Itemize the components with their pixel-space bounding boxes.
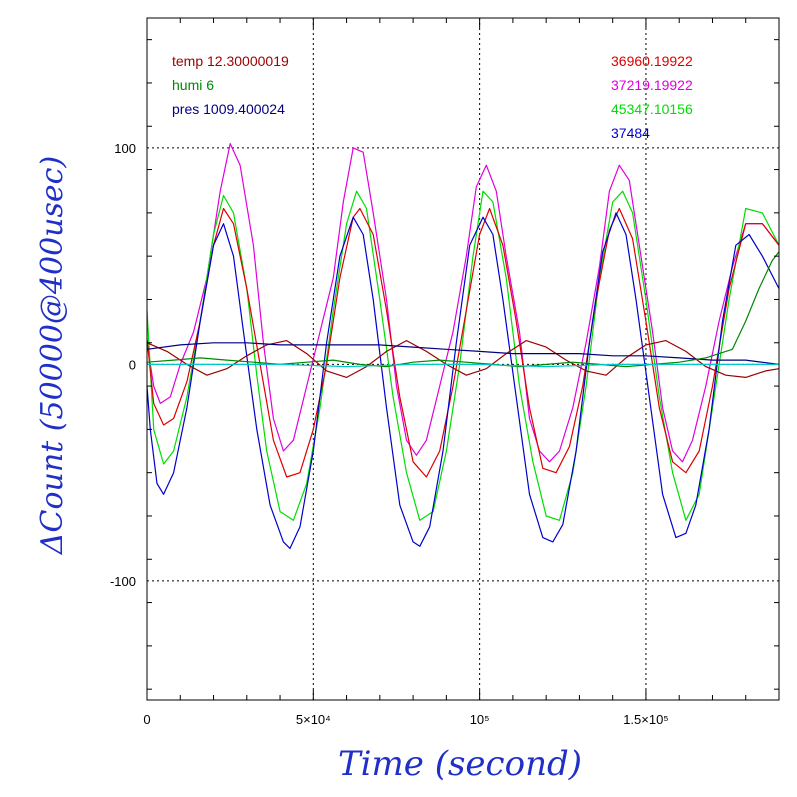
legend-item: 36960.19922 [611, 53, 693, 69]
legend-right: 36960.19922 37219.19922 45347.10156 37484 [611, 53, 693, 141]
legend-item: humi 6 [172, 77, 214, 93]
series-line-4 [146, 212, 780, 550]
y-tick-label: -100 [110, 574, 136, 589]
y-axis-title: ΔCount (50000@400usec) [35, 156, 70, 555]
y-tick-label: 0 [129, 357, 136, 372]
series-line-8 [147, 363, 779, 368]
series-line-5 [146, 340, 780, 378]
series-layer [146, 143, 780, 550]
legend-left: temp 12.30000019 humi 6 pres 1009.400024 [172, 53, 289, 117]
series-line-1 [146, 143, 780, 463]
x-axis-title: Time (second) [338, 744, 582, 784]
x-tick-labels: 0 5×10⁴ 10⁵ 1.5×10⁵ [143, 712, 668, 727]
axis-ticks [146, 18, 780, 700]
plot-frame [146, 17, 780, 701]
x-tick-label: 1.5×10⁵ [623, 712, 669, 727]
legend-item: 45347.10156 [611, 101, 693, 117]
x-tick-label: 10⁵ [470, 712, 490, 727]
legend-item: pres 1009.400024 [172, 101, 285, 117]
legend-item: 37484 [611, 125, 650, 141]
series-line-3 [146, 207, 780, 478]
y-tick-label: 100 [114, 141, 136, 156]
x-tick-label: 5×10⁴ [296, 712, 331, 727]
legend-item: temp 12.30000019 [172, 53, 289, 69]
series-line-6 [146, 342, 780, 365]
x-tick-label: 0 [143, 712, 150, 727]
legend-item: 37219.19922 [611, 77, 693, 93]
y-tick-labels: 100 0 -100 [110, 141, 136, 589]
